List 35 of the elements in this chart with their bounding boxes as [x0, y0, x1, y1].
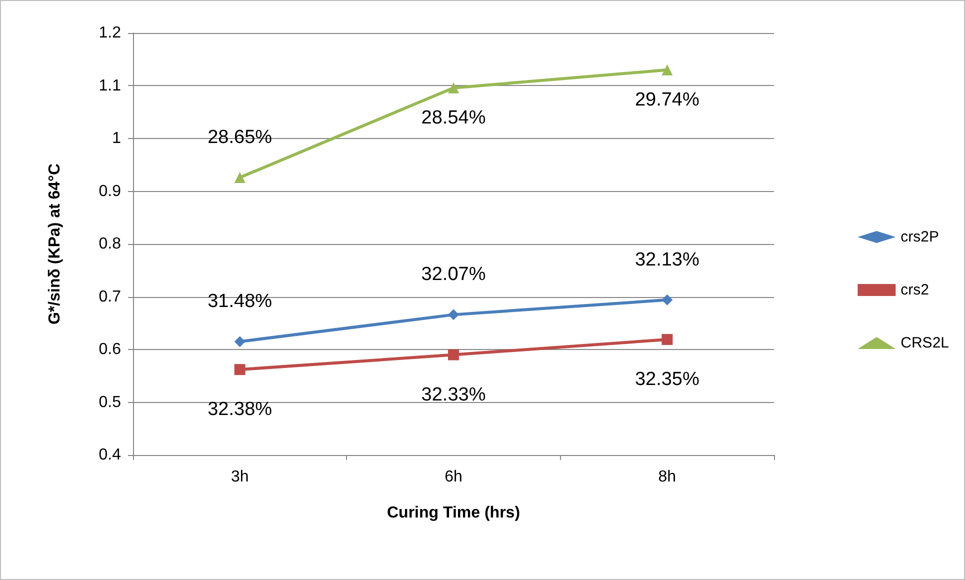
point: [234, 172, 246, 184]
annotation: 31.48%: [208, 291, 272, 312]
point: [662, 64, 673, 76]
x-tick-label: 3h: [230, 468, 249, 486]
y-tick-label: 0.4: [98, 446, 122, 464]
annotation: 32.07%: [421, 264, 486, 286]
x-axis-title: Curing Time (hrs): [386, 504, 520, 522]
legend-label: CRS2L: [900, 334, 950, 352]
annotation: 32.38%: [208, 399, 272, 420]
annotation: 28.54%: [421, 107, 486, 128]
y-axis-title: G*/sinδ (KPa) at 64°C: [46, 163, 64, 325]
y-tick-label: 0.7: [98, 288, 122, 306]
y-tick-label: 0.8: [98, 236, 122, 252]
point: [448, 82, 459, 94]
y-tick-label: 1.1: [98, 77, 122, 94]
legend-label: crs2P: [900, 228, 939, 246]
annotation: 32.13%: [634, 249, 700, 270]
point: [234, 364, 246, 376]
y-tick-label: 1.2: [98, 24, 122, 42]
y-tick-label: 0.6: [98, 341, 122, 358]
y-tick-label: 1: [112, 130, 122, 147]
annotation: 28.65%: [208, 127, 272, 148]
x-tick-label: 6h: [444, 468, 462, 486]
point: [234, 336, 246, 348]
point: [662, 334, 673, 345]
annotation: 32.35%: [634, 368, 700, 390]
y-tick-label: 0.5: [98, 394, 122, 411]
point: [448, 309, 459, 320]
y-tick-label: 0.9: [98, 182, 122, 200]
point: [448, 349, 459, 360]
annotation: 29.74%: [634, 89, 700, 110]
annotation: 32.33%: [421, 384, 486, 406]
point: [662, 294, 673, 306]
x-tick-label: 8h: [658, 468, 676, 486]
legend-label: crs2: [900, 282, 929, 298]
